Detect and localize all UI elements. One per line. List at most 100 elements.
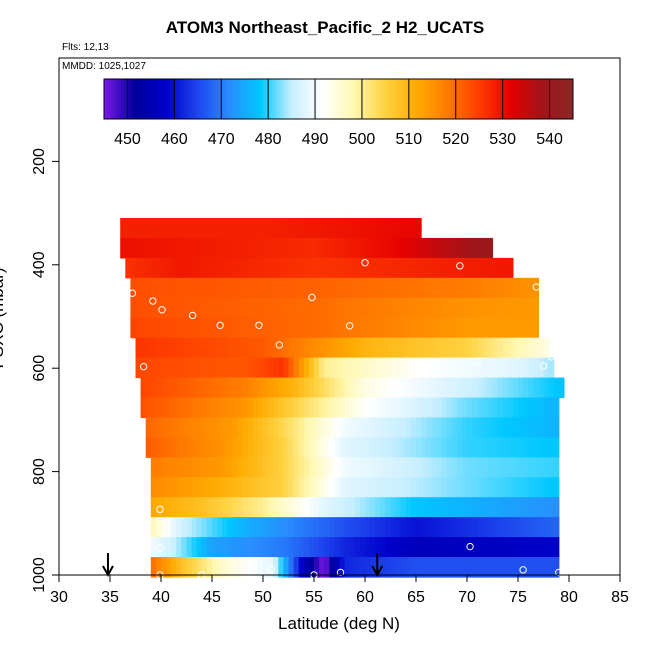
heatmap-cell — [507, 497, 514, 518]
heatmap-cell — [186, 457, 193, 478]
heatmap-cell — [431, 317, 437, 339]
heatmap-cell — [227, 397, 233, 419]
heatmap-cell — [441, 397, 448, 419]
heatmap-cell — [166, 237, 172, 259]
heatmap-cell — [497, 397, 504, 419]
heatmap-cell — [441, 457, 448, 478]
colorbar-tick-label: 500 — [349, 131, 376, 148]
heatmap-cell — [176, 497, 182, 518]
heatmap-cell — [319, 537, 325, 558]
heatmap-cell — [446, 297, 453, 319]
heatmap-cell — [431, 517, 437, 538]
heatmap-cell — [405, 257, 412, 279]
heatmap-cell — [283, 397, 290, 419]
heatmap-cell — [308, 517, 315, 538]
heatmap-cell — [553, 517, 560, 538]
heatmap-cell — [512, 357, 519, 379]
heatmap-cell — [314, 337, 320, 359]
heatmap-cell — [436, 277, 443, 299]
heatmap-cell — [461, 557, 468, 578]
heatmap-cell — [263, 397, 269, 419]
heatmap-cell — [196, 218, 203, 239]
heatmap-cell — [247, 317, 254, 339]
heatmap-cell — [334, 517, 341, 538]
heatmap-cell — [206, 317, 213, 339]
heatmap-cell — [263, 237, 269, 259]
heatmap-cell — [298, 397, 305, 419]
heatmap-cell — [416, 537, 422, 558]
heatmap-cell — [314, 517, 320, 538]
heatmap-cell — [553, 557, 560, 578]
heatmap-cell — [477, 297, 483, 319]
sample-point — [308, 293, 316, 302]
heatmap-cell — [283, 297, 290, 319]
heatmap-cell — [161, 377, 167, 399]
heatmap-cell — [314, 557, 320, 578]
heatmap-cell — [400, 277, 407, 299]
heatmap-cell — [421, 297, 427, 319]
heatmap-cell — [395, 497, 402, 518]
heatmap-cell — [171, 357, 177, 379]
heatmap-cell — [273, 257, 279, 279]
heatmap-cell — [365, 377, 371, 399]
heatmap-cell — [181, 537, 188, 558]
heatmap-cell — [242, 257, 249, 279]
heatmap-cell — [303, 218, 310, 239]
heatmap-cell — [232, 497, 239, 518]
heatmap-cell — [528, 337, 534, 359]
heatmap-cell — [288, 417, 295, 438]
heatmap-cell — [477, 377, 483, 399]
heatmap-cell — [140, 297, 147, 319]
heatmap-cell — [344, 277, 351, 299]
heatmap-cell — [155, 477, 162, 498]
heatmap-cell — [359, 537, 366, 558]
heatmap-cell — [365, 497, 371, 518]
heatmap-cell — [252, 337, 259, 359]
heatmap-cell — [365, 277, 371, 299]
heatmap-cell — [553, 537, 560, 558]
heatmap-cell — [314, 457, 320, 478]
heatmap-cell — [201, 377, 208, 399]
heatmap-cell — [472, 377, 478, 399]
heatmap-cell — [410, 457, 417, 478]
heatmap-cell — [191, 397, 198, 419]
heatmap-cell — [247, 537, 254, 558]
heatmap-cell — [171, 477, 177, 498]
heatmap-cell — [354, 317, 361, 339]
heatmap-cell — [186, 317, 193, 339]
heatmap-cell — [268, 497, 274, 518]
heatmap-cell — [176, 317, 182, 339]
heatmap-cell — [288, 218, 295, 239]
heatmap-cell — [395, 277, 402, 299]
heatmap-cell — [380, 537, 386, 558]
heatmap-cell — [191, 357, 198, 379]
heatmap-cell — [186, 417, 193, 438]
heatmap-cell — [166, 417, 172, 438]
heatmap-cell — [314, 257, 320, 279]
heatmap-cell — [273, 337, 279, 359]
heatmap-cell — [477, 357, 483, 379]
heatmap-cell — [334, 277, 341, 299]
heatmap-cell — [181, 277, 188, 299]
heatmap-cell — [477, 437, 483, 458]
heatmap-band — [130, 277, 539, 299]
heatmap-cell — [497, 537, 504, 558]
heatmap-cell — [507, 257, 514, 279]
heatmap-cell — [405, 377, 412, 399]
heatmap-cell — [171, 377, 177, 399]
heatmap-cell — [303, 257, 310, 279]
heatmap-cell — [416, 497, 422, 518]
heatmap-cell — [492, 377, 499, 399]
heatmap-cell — [161, 457, 167, 478]
heatmap-cell — [319, 457, 325, 478]
heatmap-cell — [492, 357, 499, 379]
heatmap-cell — [308, 218, 315, 239]
heatmap-cell — [150, 477, 157, 498]
heatmap-cell — [217, 357, 223, 379]
heatmap-cell — [431, 377, 437, 399]
heatmap-cell — [242, 497, 249, 518]
y-tick-label: 1000 — [31, 557, 48, 593]
heatmap-cell — [451, 237, 458, 259]
heatmap-cell — [349, 437, 356, 458]
heatmap-cell — [523, 317, 529, 339]
